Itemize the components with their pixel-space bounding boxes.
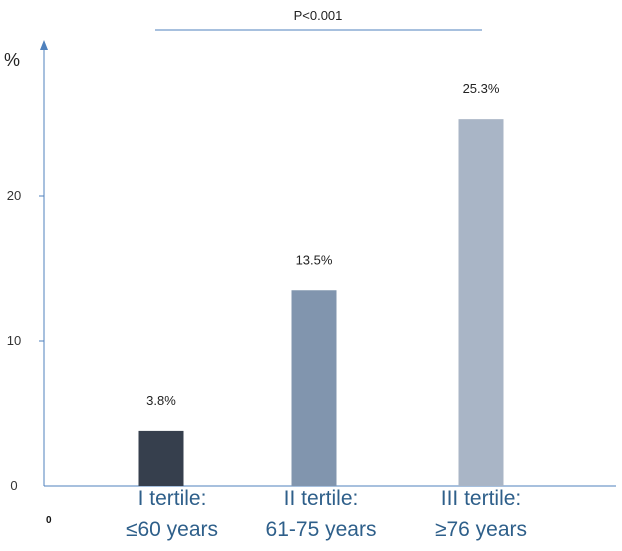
bar-value-label: 3.8%: [146, 393, 176, 408]
bar: [291, 290, 337, 486]
bar-value-label: 13.5%: [296, 252, 333, 267]
y-axis-unit-label: %: [4, 50, 20, 70]
category-label-line1: III tertile:: [441, 487, 522, 510]
y-ticks: 0 10 20: [7, 188, 44, 493]
value-labels: 3.8% 13.5% 25.3%: [146, 81, 500, 408]
category-label-line1: II tertile:: [284, 487, 359, 510]
bar-value-label: 25.3%: [463, 81, 500, 96]
category-label-line2: 61-75 years: [266, 518, 377, 541]
category-labels: I tertile: ≤60 years II tertile: 61-75 year…: [126, 487, 527, 541]
x-axis-corner-label: 0: [46, 515, 52, 526]
bars: [138, 119, 504, 487]
category-label-line2: ≥76 years: [435, 518, 527, 541]
bar: [458, 119, 504, 487]
y-axis-arrow: [40, 40, 48, 50]
bar: [138, 430, 184, 486]
y-tick-label: 0: [10, 478, 17, 493]
y-tick-label: 10: [7, 333, 21, 348]
category-label-line2: ≤60 years: [126, 518, 218, 541]
p-value-annotation: P<0.001: [294, 8, 343, 23]
y-tick-label: 20: [7, 188, 21, 203]
category-label-line1: I tertile:: [138, 487, 207, 510]
